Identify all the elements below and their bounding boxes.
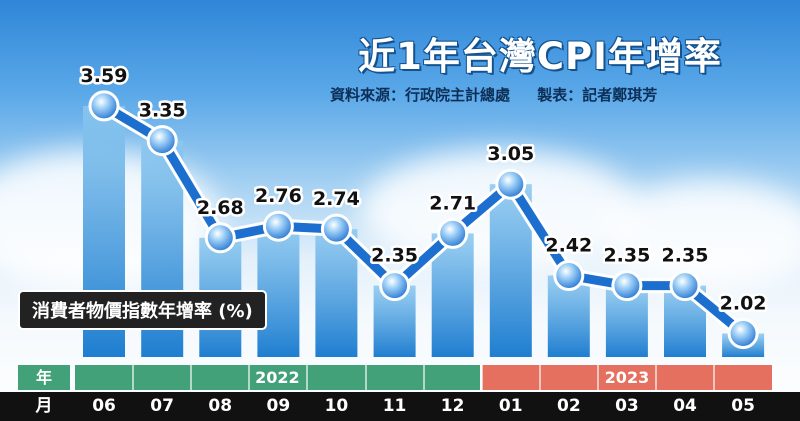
- month-label-12: 12: [440, 396, 465, 416]
- year-band-divider: [596, 365, 599, 390]
- data-point-10: [320, 213, 352, 245]
- data-point-07: [146, 125, 178, 157]
- year-band-divider: [364, 365, 367, 390]
- data-label-01: 3.05: [487, 143, 534, 165]
- year-band-divider: [248, 365, 251, 390]
- year-band-divider: [190, 365, 193, 390]
- year-label-2022: 2022: [75, 365, 480, 390]
- month-label-08: 08: [208, 396, 233, 416]
- month-label-05: 05: [731, 396, 755, 416]
- year-band-divider: [132, 365, 135, 390]
- data-point-05: [727, 318, 759, 349]
- month-label-10: 10: [324, 396, 349, 416]
- data-point-12: [437, 217, 469, 249]
- year-band-divider: [480, 365, 483, 390]
- data-point-04: [669, 270, 701, 302]
- data-point-02: [553, 260, 585, 291]
- data-label-10: 2.74: [313, 188, 360, 210]
- month-label-06: 06: [92, 396, 116, 416]
- author-credit: 製表：記者鄭琪芳: [537, 86, 658, 104]
- data-label-02: 2.42: [545, 235, 592, 257]
- chart-credits: 資料來源：行政院主計總處 製表：記者鄭琪芳: [330, 84, 770, 105]
- month-label-03: 03: [615, 396, 639, 416]
- data-label-03: 2.35: [603, 245, 650, 267]
- year-label-2023: 2023: [481, 365, 773, 390]
- month-label-02: 02: [557, 396, 581, 416]
- data-label-06: 3.59: [81, 65, 128, 87]
- data-label-05: 2.02: [720, 293, 767, 315]
- month-axis: 月 06 07 08 09 10 11 12 01 02 03 04 05: [0, 392, 800, 421]
- data-point-11: [379, 270, 411, 302]
- year-band-divider: [422, 365, 425, 390]
- data-label-09: 2.76: [255, 185, 302, 207]
- year-band-divider: [655, 365, 657, 390]
- data-label-11: 2.35: [371, 245, 418, 267]
- source-credit: 資料來源：行政院主計總處: [330, 86, 511, 104]
- month-label-01: 01: [498, 396, 523, 416]
- year-axis: 年 2022 2023: [0, 365, 800, 390]
- data-point-06: [88, 90, 120, 122]
- data-label-08: 2.68: [197, 197, 244, 219]
- month-header: 月: [35, 396, 53, 416]
- data-point-08: [204, 222, 236, 254]
- data-label-07: 3.35: [139, 100, 186, 122]
- data-point-01: [495, 168, 527, 200]
- year-header: 年: [18, 365, 70, 390]
- year-band-divider: [306, 365, 309, 390]
- data-label-04: 2.35: [662, 245, 709, 267]
- month-label-11: 11: [382, 396, 407, 416]
- year-band-divider: [713, 365, 716, 390]
- chart-title: 近1年台灣CPI年增率: [358, 35, 722, 78]
- data-label-12: 2.71: [429, 192, 476, 214]
- series-label: 消費者物價指數年增率 (%): [18, 290, 267, 330]
- data-point-09: [262, 210, 294, 242]
- month-label-04: 04: [673, 396, 697, 416]
- month-label-07: 07: [150, 396, 174, 416]
- month-label-09: 09: [266, 396, 291, 416]
- year-band-divider: [538, 365, 541, 390]
- data-point-03: [611, 270, 643, 302]
